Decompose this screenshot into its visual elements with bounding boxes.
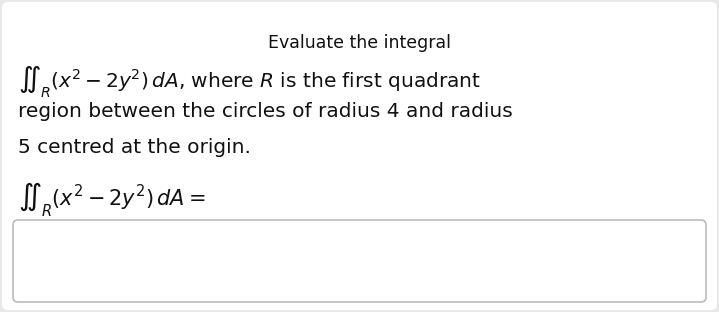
Text: 5 centred at the origin.: 5 centred at the origin. <box>18 138 251 157</box>
Text: $\iint_R(x^2 - 2y^2)\,dA =$: $\iint_R(x^2 - 2y^2)\,dA =$ <box>18 180 206 219</box>
Text: Evaluate the integral: Evaluate the integral <box>268 34 451 52</box>
FancyBboxPatch shape <box>13 220 706 302</box>
Text: region between the circles of radius 4 and radius: region between the circles of radius 4 a… <box>18 102 513 121</box>
Text: $\iint_R(x^2 - 2y^2)\,dA$, where $R$ is the first quadrant: $\iint_R(x^2 - 2y^2)\,dA$, where $R$ is … <box>18 64 481 100</box>
